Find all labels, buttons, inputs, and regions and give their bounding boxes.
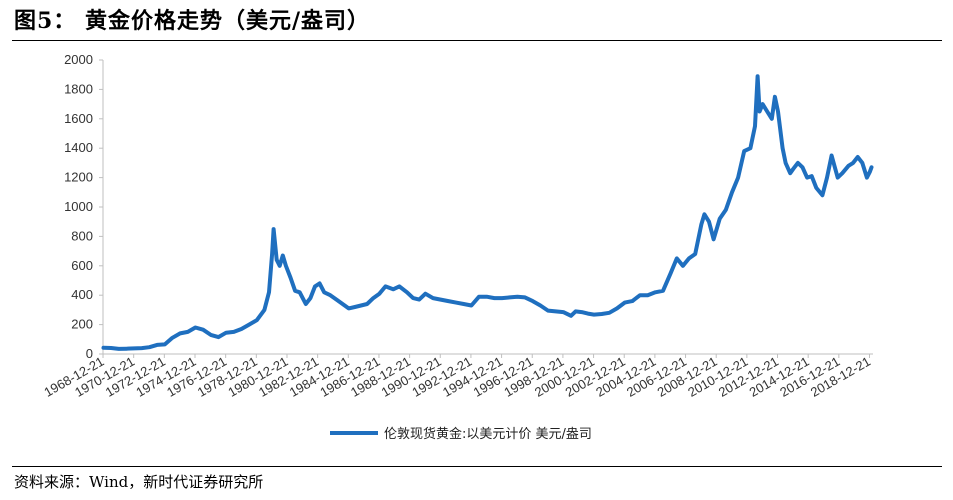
y-tick-label: 1000 — [64, 199, 93, 214]
x-axis: 1968-12-211970-12-211972-12-211974-12-21… — [41, 353, 873, 400]
y-axis: 0 200 400 600 800 1000 1200 1400 1600 1800 2000 — [64, 52, 104, 361]
y-tick-label: 400 — [71, 287, 93, 302]
legend: 伦敦现货黄金:以美元计价 美元/盎司 — [330, 426, 592, 442]
y-tick-label: 1800 — [64, 81, 93, 96]
source-note: 资料来源：Wind，新时代证券研究所 — [14, 473, 264, 491]
y-tick-label: 200 — [71, 317, 93, 332]
y-tick-label: 1200 — [64, 170, 93, 185]
legend-label: 伦敦现货黄金:以美元计价 美元/盎司 — [384, 426, 592, 442]
gold-price-line-chart: 0 200 400 600 800 1000 1200 1400 1600 1800 2000 19… — [41, 52, 874, 442]
title-divider — [12, 40, 942, 41]
y-tick-label: 2000 — [64, 52, 93, 67]
figure-title: 图5： 黄金价格走势（美元/盎司） — [14, 8, 371, 34]
y-tick-label: 0 — [86, 346, 93, 361]
y-tick-label: 600 — [71, 258, 93, 273]
series-line-gold-price — [101, 74, 874, 351]
plot-area — [101, 74, 874, 351]
y-tick-label: 800 — [71, 228, 93, 243]
y-tick-label: 1400 — [64, 140, 93, 155]
source-divider — [12, 466, 942, 467]
y-tick-label: 1600 — [64, 111, 93, 126]
